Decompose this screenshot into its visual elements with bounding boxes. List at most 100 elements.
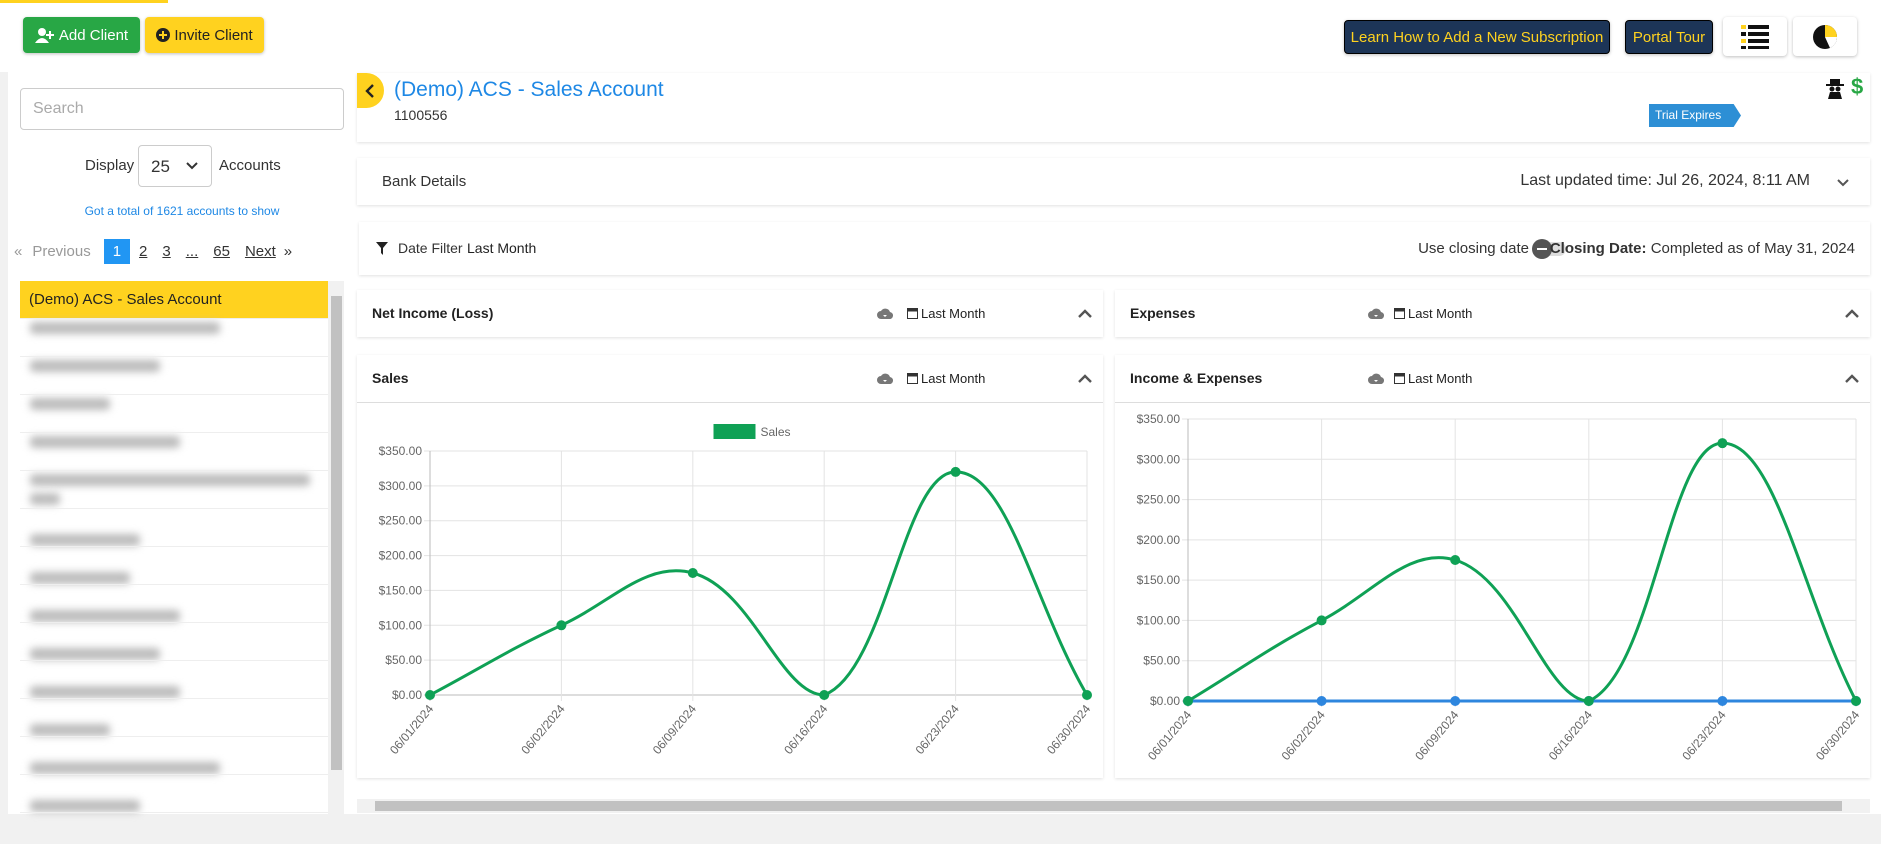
spy-icon [1826, 79, 1844, 99]
blurred-account [30, 534, 140, 546]
page-previous[interactable]: Previous [32, 242, 91, 260]
y-tick-label: $0.00 [392, 688, 422, 702]
cloud-shape [1368, 373, 1384, 384]
closing-date: Closing Date: Completed as of May 31, 20… [1550, 240, 1855, 257]
row-divider [20, 774, 328, 775]
blurred-account [30, 493, 60, 505]
row-divider [20, 508, 328, 509]
y-tick-label: $150.00 [379, 583, 423, 597]
selected-account[interactable]: (Demo) ACS - Sales Account [20, 281, 328, 318]
blurred-account [30, 436, 180, 448]
y-tick-label: $50.00 [385, 653, 422, 667]
page-next[interactable]: Next [244, 242, 276, 260]
row-divider [20, 356, 328, 357]
page-current[interactable]: 1 [103, 238, 131, 264]
y-tick-label: $250.00 [379, 514, 423, 528]
data-point [687, 568, 698, 578]
card-filter[interactable]: Last Month [1408, 306, 1473, 321]
on-label: On: [1753, 108, 1773, 122]
widget-card: Expenses Last Month [1115, 290, 1870, 337]
row-divider [20, 318, 328, 319]
chevron-left [365, 84, 374, 98]
x-tick-label: 06/30/2024 [1044, 702, 1094, 757]
y-tick-label: $0.00 [1150, 694, 1180, 708]
y-tick-label: $250.00 [1137, 493, 1181, 507]
x-tick-label: 06/23/2024 [1679, 708, 1729, 763]
date-filter-bar: Date Filter Last Month Use closing date … [359, 222, 1870, 275]
data-point [1851, 696, 1861, 706]
accounts-label: Accounts [219, 157, 281, 174]
blurred-account [30, 610, 180, 622]
chevron-down [1837, 179, 1849, 187]
data-point [1450, 555, 1461, 565]
display-label: Display [85, 157, 135, 174]
row-divider [20, 812, 328, 813]
data-point [1082, 690, 1092, 700]
search-placeholder: Search [33, 100, 84, 117]
account-title: (Demo) ACS - Sales Account [394, 78, 664, 101]
blurred-account [30, 648, 160, 660]
row-divider [20, 736, 328, 737]
y-tick-label: $150.00 [1137, 573, 1181, 587]
card-filter[interactable]: Last Month [1408, 371, 1473, 386]
button-label: Add Client [58, 26, 129, 44]
calendar-icon [1394, 373, 1405, 384]
data-point [1583, 696, 1594, 706]
button-label: Invite Client [174, 26, 253, 44]
last-updated: Last updated time: Jul 26, 2024, 8:11 AM [1520, 172, 1810, 189]
blurred-account [30, 322, 220, 334]
display-select[interactable]: 25 [138, 145, 212, 187]
calendar-icon [907, 308, 918, 319]
filter-value[interactable]: Last Month [467, 240, 537, 256]
h-scrollbar-thumb[interactable] [375, 801, 1842, 811]
x-tick-label: 06/01/2024 [387, 702, 437, 757]
collapse-tab[interactable] [357, 73, 384, 108]
trial-badge: Trial Expires [1649, 104, 1741, 127]
search-input[interactable]: Search [20, 88, 344, 130]
legend-label: Sales [761, 425, 791, 439]
pagination: « Previous 1 2 3 ... 65 Next » [14, 238, 292, 264]
row-divider [20, 698, 328, 699]
card-filter[interactable]: Last Month [921, 371, 986, 386]
row-divider [20, 622, 328, 623]
data-point [1316, 615, 1327, 626]
collapse-chevron[interactable] [1845, 374, 1859, 383]
pie-icon [1813, 24, 1838, 49]
add-user-icon [34, 28, 54, 43]
card-title: Net Income (Loss) [372, 305, 494, 321]
card-filter[interactable]: Last Month [921, 306, 986, 321]
page-last[interactable]: » [283, 242, 293, 260]
page-link[interactable]: 65 [213, 242, 230, 260]
page-link[interactable]: 2 [139, 242, 148, 260]
row-divider [20, 546, 328, 547]
bank-title: Bank Details [382, 173, 467, 190]
cloud-shape [877, 373, 893, 384]
scrollbar-thumb[interactable] [331, 296, 342, 770]
data-point [1316, 696, 1327, 706]
page-link[interactable]: 3 [162, 242, 171, 260]
bank-details[interactable]: Bank Details Last updated time: Jul 26, … [357, 158, 1870, 205]
blurred-account [30, 572, 130, 584]
portal-tour-button[interactable]: Portal Tour [1625, 20, 1713, 54]
add-client-button[interactable]: Add Client [23, 17, 140, 53]
invite-client-button[interactable]: Invite Client [145, 17, 264, 53]
card-divider [1115, 402, 1870, 403]
cloud-shape [1368, 308, 1384, 319]
collapse-chevron[interactable] [1078, 374, 1092, 383]
collapse-chevron[interactable] [1845, 309, 1859, 318]
page-ellipsis[interactable]: ... [185, 242, 199, 260]
learn-button[interactable]: Learn How to Add a New Subscription [1344, 20, 1610, 54]
calendar-top [1394, 308, 1405, 312]
chart-button[interactable] [1793, 17, 1857, 56]
collapse-chevron[interactable] [1078, 309, 1092, 318]
download-icon [1368, 308, 1384, 319]
calendar-icon [1394, 308, 1405, 319]
page-first[interactable]: « [14, 242, 23, 260]
row-divider [20, 660, 328, 661]
blurred-account [30, 398, 110, 410]
chart: $0.00 $50.00 $100.00 $150.00 $200.00 $250.00 $… [379, 424, 1094, 757]
closing-toggle[interactable] [1532, 239, 1566, 259]
menu-button[interactable] [1723, 17, 1787, 56]
blurred-account [30, 762, 220, 774]
